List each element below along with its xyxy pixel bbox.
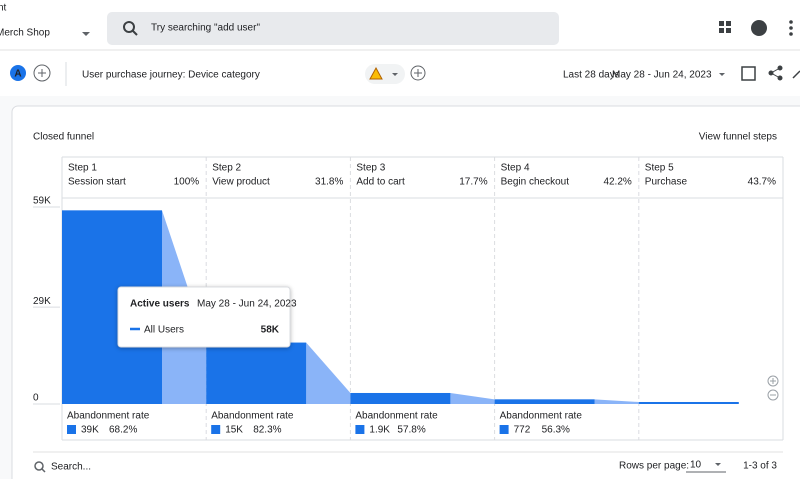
- warning-chip[interactable]: [365, 64, 405, 84]
- step-name: View product: [212, 177, 270, 188]
- step-name: Purchase: [645, 177, 688, 188]
- y-tick-label: 0: [33, 393, 39, 404]
- completion-rate: 31.8%: [315, 177, 343, 188]
- add-icon: [414, 69, 422, 77]
- abandonment-rate: 82.3%: [253, 425, 281, 436]
- drop-off: [306, 342, 351, 404]
- abandonment-rate: 57.8%: [397, 425, 425, 436]
- bar: [206, 342, 307, 404]
- card-action[interactable]: View funnel steps: [699, 132, 777, 143]
- abandonment-label: Abandonment rate: [67, 411, 150, 422]
- step-name: Begin checkout: [501, 177, 570, 188]
- abandonment-count: 1.9K: [369, 425, 390, 436]
- drop-off: [594, 399, 639, 404]
- date-range[interactable]: May 28 - Jun 24, 2023: [612, 70, 712, 81]
- dropdown: [715, 463, 721, 466]
- legend-swatch: [211, 425, 221, 434]
- y-tick-label: 29K: [33, 296, 51, 307]
- add-icon: [38, 69, 46, 77]
- tooltip-value: 58K: [261, 325, 280, 336]
- search-icon: [132, 30, 138, 36]
- account: nt: [0, 3, 7, 14]
- tooltip: Active users May 28 - Jun 24, 2023 All U…: [117, 286, 297, 348]
- product[interactable]: Merch Shop: [0, 28, 50, 39]
- abandonment-count: 15K: [225, 425, 243, 436]
- pagination: 1-3 of 3: [743, 461, 777, 472]
- tooltip-title: Active users: [130, 299, 190, 310]
- report-title: User purchase journey: Device category: [82, 70, 260, 81]
- abandonment-count: 39K: [81, 425, 99, 436]
- rows-per-page[interactable]: 10: [690, 460, 702, 471]
- abandonment-label: Abandonment rate: [355, 411, 438, 422]
- legend-swatch: [355, 425, 365, 434]
- step-label: Step 3: [356, 163, 385, 174]
- abandonment-label: Abandonment rate: [211, 411, 294, 422]
- date-caption: Last 28 days: [563, 70, 620, 81]
- add-button[interactable]: [33, 64, 51, 82]
- step-label: Step 5: [645, 163, 674, 174]
- help-icon[interactable]: [751, 20, 767, 36]
- legend-swatch: [67, 425, 76, 434]
- y-tick-label: 59K: [33, 196, 51, 207]
- zoom-controls[interactable]: [767, 375, 779, 401]
- legend-swatch: [499, 425, 509, 434]
- completion-rate: 43.7%: [748, 177, 776, 188]
- add-comparison[interactable]: [410, 65, 426, 81]
- customize-icon[interactable]: [741, 66, 756, 81]
- search-icon: [34, 461, 44, 471]
- step-name: Session start: [68, 177, 126, 188]
- abandonment-count: 772: [514, 425, 531, 436]
- drop-off: [450, 392, 495, 404]
- bar: [494, 399, 595, 404]
- search-icon: [41, 468, 46, 473]
- apps-icon[interactable]: [719, 21, 731, 33]
- bar: [638, 401, 739, 404]
- dropdown: [719, 73, 725, 76]
- tooltip-date: May 28 - Jun 24, 2023: [197, 299, 297, 310]
- share-icon[interactable]: [768, 65, 783, 81]
- bar: [350, 392, 451, 404]
- abandonment-rate: 68.2%: [109, 425, 137, 436]
- completion-rate: 100%: [174, 177, 200, 188]
- more-icon[interactable]: [789, 20, 793, 36]
- dropdown[interactable]: [82, 32, 90, 36]
- table-search[interactable]: Search...: [51, 462, 91, 473]
- completion-rate: 17.7%: [459, 177, 487, 188]
- insights-icon[interactable]: [792, 70, 800, 79]
- step-label: Step 2: [212, 163, 241, 174]
- step-label: Step 4: [501, 163, 530, 174]
- legend-entry: All Users: [144, 325, 184, 336]
- completion-rate: 42.2%: [603, 177, 631, 188]
- card-title: Closed funnel: [33, 132, 94, 143]
- avatar[interactable]: [10, 65, 26, 81]
- step-name: Add to cart: [356, 177, 405, 188]
- avatar-letter: A: [14, 69, 21, 80]
- rows-label: Rows per page:: [619, 461, 689, 472]
- dropdown: [392, 73, 398, 76]
- search-icon: [123, 21, 135, 33]
- search-box[interactable]: [107, 12, 559, 45]
- abandonment-rate: 56.3%: [542, 425, 570, 436]
- abandonment-label: Abandonment rate: [500, 411, 583, 422]
- search-placeholder: Try searching "add user": [151, 23, 260, 34]
- step-label: Step 1: [68, 163, 97, 174]
- warning-icon: [369, 66, 383, 80]
